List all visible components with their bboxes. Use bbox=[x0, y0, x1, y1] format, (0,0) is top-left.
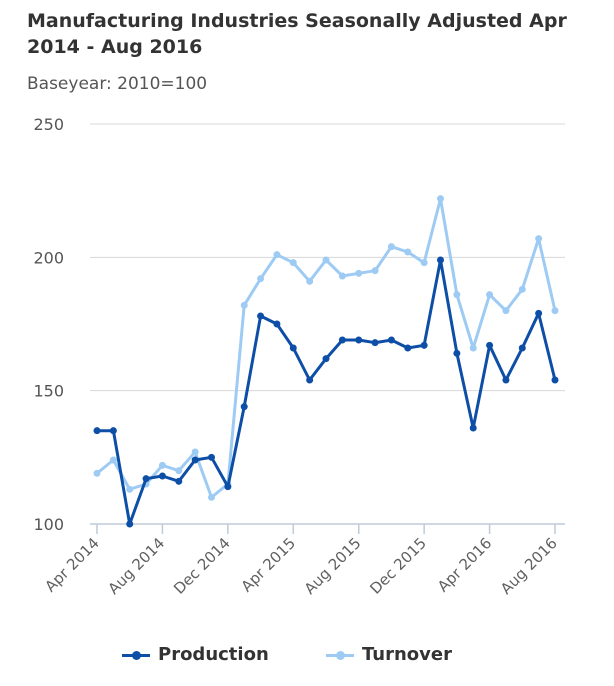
data-point-turnover[interactable] bbox=[175, 467, 183, 475]
data-point-turnover[interactable] bbox=[240, 301, 248, 309]
data-point-production[interactable] bbox=[486, 341, 494, 349]
data-point-turnover[interactable] bbox=[453, 291, 461, 299]
data-point-production[interactable] bbox=[126, 520, 134, 528]
data-point-turnover[interactable] bbox=[518, 285, 526, 293]
series-lines bbox=[93, 195, 559, 528]
data-point-turnover[interactable] bbox=[273, 251, 281, 259]
data-point-turnover[interactable] bbox=[551, 307, 559, 315]
x-tick-label: Apr 2016 bbox=[434, 534, 495, 595]
legend-label-turnover: Turnover bbox=[362, 644, 452, 665]
legend-item-turnover[interactable]: Turnover bbox=[326, 644, 452, 665]
data-point-turnover[interactable] bbox=[322, 256, 330, 264]
y-tick-label: 200 bbox=[33, 248, 64, 267]
series-line-production bbox=[95, 258, 557, 526]
x-tick-label: Dec 2015 bbox=[366, 534, 430, 598]
data-point-turnover[interactable] bbox=[257, 275, 265, 283]
data-point-production[interactable] bbox=[437, 256, 444, 264]
data-point-turnover[interactable] bbox=[355, 269, 363, 277]
x-tick-label: Apr 2015 bbox=[238, 534, 299, 595]
data-point-production[interactable] bbox=[240, 403, 248, 411]
data-point-turnover[interactable] bbox=[191, 448, 199, 456]
data-point-turnover[interactable] bbox=[208, 493, 215, 501]
data-point-turnover[interactable] bbox=[158, 461, 166, 469]
data-point-turnover[interactable] bbox=[93, 469, 101, 477]
data-point-production[interactable] bbox=[469, 424, 477, 432]
data-point-turnover[interactable] bbox=[437, 195, 444, 203]
series-line-turnover bbox=[95, 197, 557, 499]
data-point-production[interactable] bbox=[109, 427, 117, 435]
data-point-production[interactable] bbox=[371, 339, 379, 347]
x-tick-label: Aug 2015 bbox=[301, 534, 365, 598]
data-point-production[interactable] bbox=[502, 376, 510, 384]
data-point-production[interactable] bbox=[306, 376, 314, 384]
data-point-turnover[interactable] bbox=[338, 272, 346, 280]
x-tick-label: Aug 2016 bbox=[497, 534, 561, 598]
x-tick-label: Apr 2014 bbox=[41, 534, 102, 595]
data-point-production[interactable] bbox=[355, 336, 363, 344]
data-point-production[interactable] bbox=[158, 472, 166, 480]
y-tick-label: 250 bbox=[33, 115, 64, 134]
data-point-production[interactable] bbox=[273, 320, 281, 328]
data-point-turnover[interactable] bbox=[289, 259, 297, 267]
chart-subtitle: Baseyear: 2010=100 bbox=[27, 74, 208, 94]
data-point-production[interactable] bbox=[224, 483, 232, 491]
data-point-turnover[interactable] bbox=[486, 291, 494, 299]
data-point-turnover[interactable] bbox=[535, 235, 543, 243]
data-point-turnover[interactable] bbox=[126, 485, 134, 493]
y-tick-label: 150 bbox=[33, 382, 64, 401]
x-tick-label: Dec 2014 bbox=[170, 534, 234, 598]
data-point-turnover[interactable] bbox=[371, 267, 379, 275]
data-point-production[interactable] bbox=[93, 427, 101, 435]
series-production bbox=[93, 256, 559, 528]
chart-title: Manufacturing Industries Seasonally Adju… bbox=[27, 10, 567, 58]
data-point-production[interactable] bbox=[175, 477, 183, 485]
legend-swatch-production bbox=[122, 645, 150, 665]
data-point-turnover[interactable] bbox=[469, 344, 477, 352]
data-point-turnover[interactable] bbox=[306, 277, 314, 285]
data-point-production[interactable] bbox=[453, 349, 461, 357]
x-tick-label: Aug 2014 bbox=[104, 534, 168, 598]
data-point-production[interactable] bbox=[404, 344, 412, 352]
y-axis-labels: 100 150 200 250 bbox=[33, 115, 64, 534]
data-point-production[interactable] bbox=[387, 336, 395, 344]
data-point-production[interactable] bbox=[289, 344, 297, 352]
y-tick-label: 100 bbox=[33, 515, 64, 534]
legend-item-production[interactable]: Production bbox=[122, 644, 269, 665]
legend-swatch-turnover bbox=[326, 645, 354, 665]
data-point-turnover[interactable] bbox=[404, 248, 412, 256]
data-point-production[interactable] bbox=[322, 355, 330, 363]
data-point-production[interactable] bbox=[208, 453, 215, 461]
x-axis-labels: Apr 2014 Aug 2014 Dec 2014 Apr 2015 Aug 2015… bbox=[41, 534, 560, 598]
data-point-turnover[interactable] bbox=[420, 259, 428, 267]
data-point-production[interactable] bbox=[142, 475, 150, 483]
legend-label-production: Production bbox=[158, 644, 269, 665]
data-point-turnover[interactable] bbox=[109, 456, 117, 464]
data-point-production[interactable] bbox=[257, 312, 265, 320]
data-point-production[interactable] bbox=[535, 309, 543, 317]
data-point-production[interactable] bbox=[191, 456, 199, 464]
data-point-production[interactable] bbox=[551, 376, 559, 384]
data-point-production[interactable] bbox=[420, 341, 428, 349]
legend: Production Turnover bbox=[0, 644, 614, 674]
data-point-production[interactable] bbox=[518, 344, 526, 352]
data-point-turnover[interactable] bbox=[502, 307, 510, 315]
data-point-turnover[interactable] bbox=[387, 243, 395, 251]
data-point-production[interactable] bbox=[338, 336, 346, 344]
x-axis bbox=[90, 523, 565, 534]
